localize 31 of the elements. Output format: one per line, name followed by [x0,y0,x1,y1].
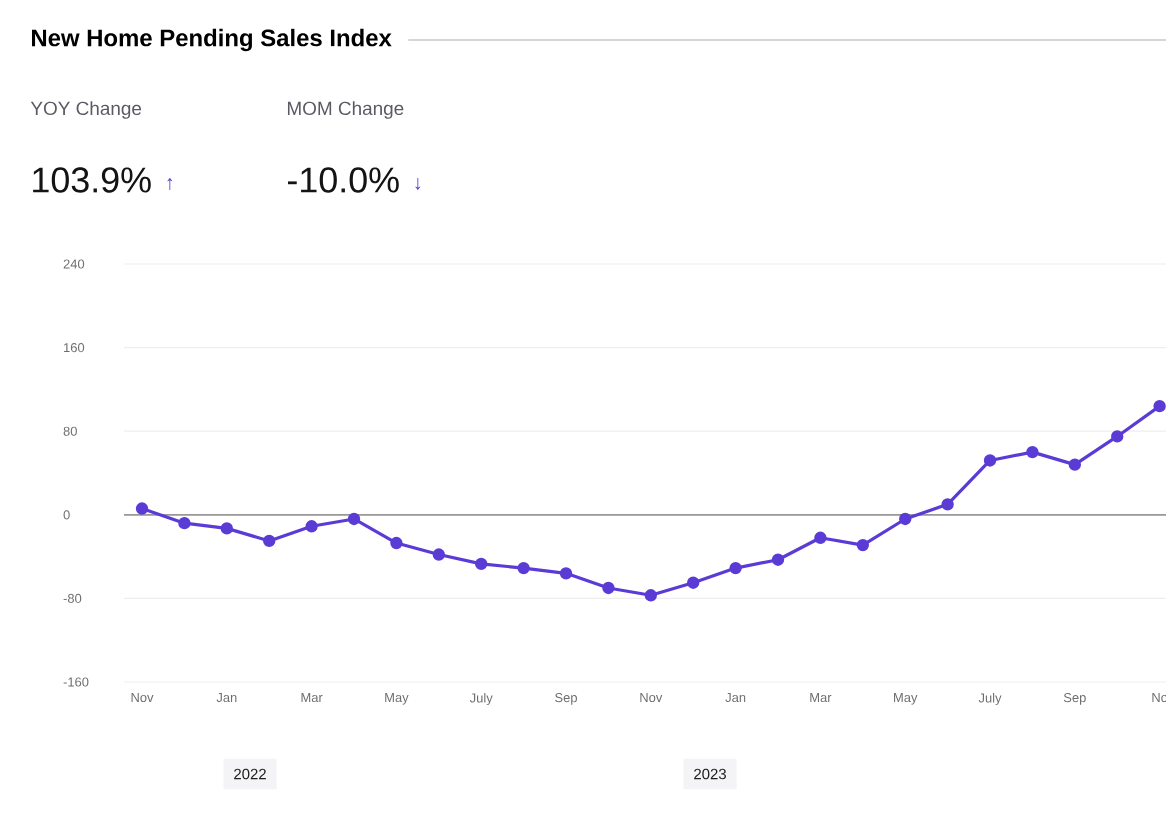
point [1068,458,1082,471]
point [771,553,785,566]
point [178,516,191,530]
point [899,512,912,526]
point [475,557,488,571]
point [856,538,869,552]
chart-title: New Home Pending Sales Index [32,28,392,52]
text: 103.9% [33,167,151,193]
point [729,561,742,575]
point [644,589,657,602]
point [1026,445,1039,459]
point [305,520,318,533]
point [602,581,615,595]
text: -10.0% [288,167,399,193]
point [263,534,276,548]
point [1111,430,1124,443]
point [814,531,827,544]
point [687,576,700,589]
point [220,522,233,535]
point [517,561,530,575]
text: ↓ [415,178,421,190]
point [559,567,573,580]
text: MOM Change [287,101,404,119]
point [983,454,997,467]
point [941,498,954,511]
text: ↑ [167,178,173,190]
point [347,512,361,526]
point [432,548,445,561]
point [135,502,149,515]
point [390,536,403,550]
text: YOY Change [30,101,142,119]
